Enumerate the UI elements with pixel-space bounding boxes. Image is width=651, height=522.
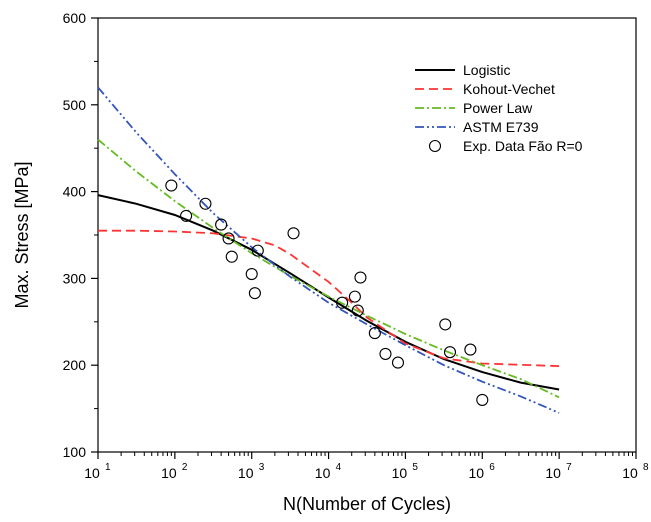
data-point bbox=[368, 327, 381, 340]
x-tick-label: 10 bbox=[84, 465, 100, 481]
series-line bbox=[97, 138, 560, 399]
legend-label: ASTM E739 bbox=[463, 119, 539, 135]
data-point bbox=[222, 232, 235, 245]
data-point bbox=[215, 218, 228, 231]
data-point bbox=[287, 227, 300, 240]
legend-label: Logistic bbox=[463, 62, 510, 78]
legend: Logistic Kohout-Vechet Power Law ASTM E739 E… bbox=[415, 62, 583, 154]
y-tick-label: 600 bbox=[63, 10, 87, 26]
data-point bbox=[180, 209, 193, 222]
legend-marker bbox=[428, 139, 442, 153]
data-point bbox=[165, 179, 178, 192]
data-point bbox=[443, 346, 457, 359]
x-tick-label: 10 bbox=[238, 465, 254, 481]
legend-label: Exp. Data Fão R=0 bbox=[463, 138, 583, 154]
y-axis-title: Max. Stress [MPa] bbox=[12, 161, 32, 308]
x-tick-exponent: 1 bbox=[105, 462, 111, 473]
x-axis-ticks: 10 1 10 2 10 3 10 4 10 5 10 6 10 7 10 8 bbox=[84, 452, 649, 481]
x-tick-label: 10 bbox=[468, 465, 484, 481]
data-point bbox=[379, 347, 392, 360]
x-tick-label: 10 bbox=[315, 465, 331, 481]
y-axis-ticks: 100 200 300 400 500 600 bbox=[63, 10, 98, 460]
x-tick-label: 10 bbox=[161, 465, 177, 481]
x-tick-exponent: 4 bbox=[336, 462, 342, 473]
y-tick-label: 500 bbox=[63, 97, 87, 113]
data-point bbox=[348, 290, 361, 303]
data-point bbox=[464, 343, 477, 356]
series-layer bbox=[97, 86, 560, 414]
series-line bbox=[97, 86, 560, 414]
x-tick-exponent: 2 bbox=[182, 462, 188, 473]
data-point bbox=[336, 296, 349, 309]
y-tick-label: 200 bbox=[63, 357, 87, 373]
data-point bbox=[391, 356, 405, 369]
x-tick-exponent: 3 bbox=[259, 462, 265, 473]
x-tick-exponent: 8 bbox=[643, 462, 649, 473]
x-tick-label: 10 bbox=[392, 465, 408, 481]
data-point bbox=[354, 271, 367, 284]
x-tick-label: 10 bbox=[545, 465, 561, 481]
y-tick-label: 400 bbox=[63, 184, 87, 200]
y-tick-label: 100 bbox=[63, 444, 87, 460]
y-tick-label: 300 bbox=[63, 270, 87, 286]
legend-label: Kohout-Vechet bbox=[463, 81, 555, 97]
x-tick-exponent: 6 bbox=[489, 462, 495, 473]
x-tick-label: 10 bbox=[622, 465, 638, 481]
data-point bbox=[248, 287, 261, 300]
x-axis-title: N(Number of Cycles) bbox=[283, 494, 451, 514]
legend-label: Power Law bbox=[463, 100, 533, 116]
data-point bbox=[251, 244, 264, 257]
data-point bbox=[245, 268, 258, 281]
data-point bbox=[199, 197, 212, 210]
series-line bbox=[97, 194, 560, 391]
x-tick-exponent: 5 bbox=[412, 462, 418, 473]
data-point bbox=[225, 250, 238, 263]
plot-frame bbox=[97, 17, 637, 453]
data-point bbox=[439, 318, 452, 331]
plot-area bbox=[97, 17, 637, 453]
scatter-points bbox=[165, 179, 489, 406]
data-point bbox=[476, 393, 489, 406]
data-point bbox=[351, 304, 364, 317]
x-tick-exponent: 7 bbox=[566, 462, 572, 473]
